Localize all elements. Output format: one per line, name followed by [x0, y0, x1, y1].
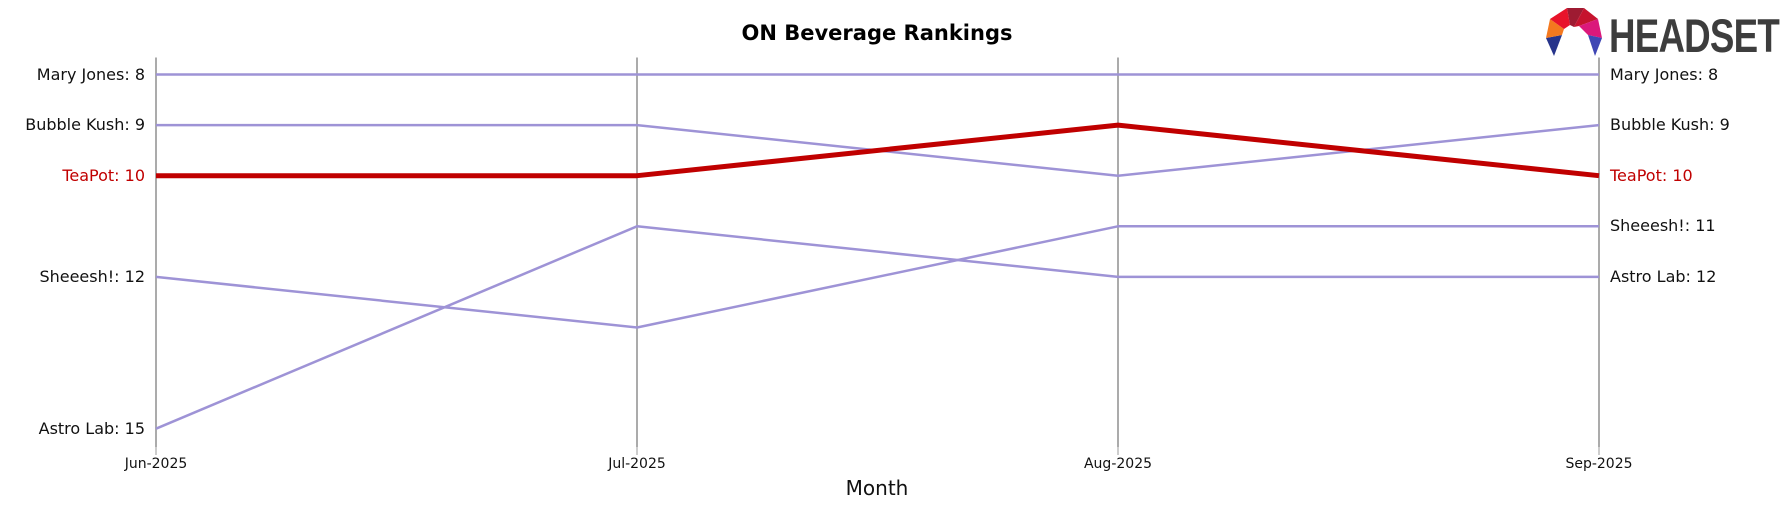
left-rank-label: Sheeesh!: 12 — [39, 266, 145, 286]
series-line-teapot — [156, 122, 1600, 179]
x-tick-label: Aug-2025 — [1083, 456, 1153, 472]
headset-logo-icon — [1546, 8, 1602, 56]
right-rank-label: Astro Lab: 12 — [1610, 266, 1717, 286]
headset-logo: HEADSET — [1546, 8, 1781, 62]
x-tick-label: Jun-2025 — [124, 456, 188, 472]
right-rank-label: Mary Jones: 8 — [1610, 64, 1719, 84]
right-rank-label: Sheeesh!: 11 — [1610, 216, 1716, 236]
series-line-sheeesh — [155, 225, 1599, 329]
chart-title: ON Beverage Rankings — [741, 21, 1013, 45]
right-rank-label: Bubble Kush: 9 — [1610, 115, 1730, 135]
right-rank-label: TeaPot: 10 — [1610, 165, 1693, 185]
headset-logo-text: HEADSET — [1609, 9, 1780, 62]
left-rank-label: Bubble Kush: 9 — [25, 115, 145, 135]
left-rank-label: Mary Jones: 8 — [36, 64, 145, 84]
x-tick-label: Sep-2025 — [1565, 456, 1633, 472]
x-axis-label: Month — [845, 476, 909, 500]
series-line-astro-lab — [155, 225, 1599, 430]
left-rank-label: Astro Lab: 15 — [38, 418, 145, 438]
left-rank-label: TeaPot: 10 — [62, 165, 145, 185]
x-tick-label: Jul-2025 — [608, 456, 666, 472]
